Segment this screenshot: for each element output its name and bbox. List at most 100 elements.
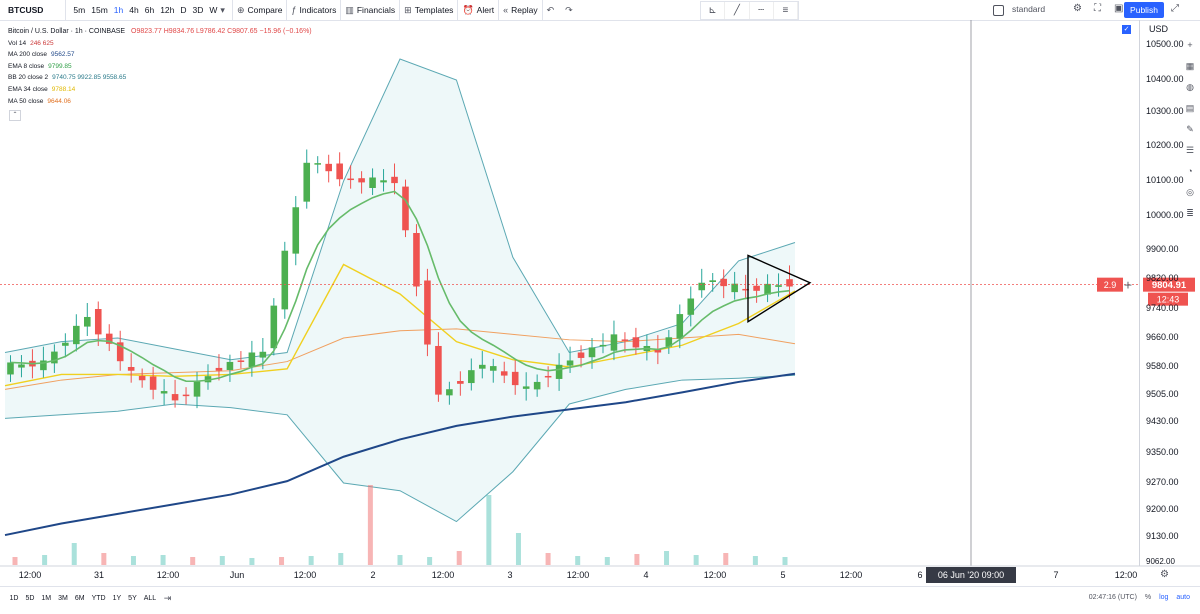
gear-icon[interactable]: ⚙	[1073, 3, 1082, 14]
range-6m[interactable]: 6M	[74, 594, 85, 602]
templates-button[interactable]: ⊞ Templates	[400, 0, 459, 20]
timeframe-6h[interactable]: 6h	[144, 5, 155, 15]
range-1y[interactable]: 1Y	[112, 594, 122, 602]
redo-icon: ↷	[565, 4, 573, 15]
range-ytd[interactable]: YTD	[91, 594, 106, 602]
timeframe-d[interactable]: D	[180, 5, 187, 15]
auto-toggle[interactable]: auto	[1176, 594, 1190, 601]
top-toolbar: BTCUSD 5m 15m 1h 4h 6h 12h D 3D W ▾ ⊕ Com…	[0, 0, 1200, 21]
currency-label[interactable]: USD	[1149, 24, 1169, 34]
calendar-icon[interactable]: ▦	[1185, 61, 1195, 71]
candle	[62, 342, 69, 346]
timeframe-4h[interactable]: 4h	[129, 5, 139, 15]
settings-lines-icon[interactable]: ≡	[774, 2, 798, 19]
horizontal-line-icon[interactable]: ┄	[750, 2, 774, 19]
candle	[632, 337, 640, 348]
price-tick-label: 9580.00	[1146, 361, 1179, 371]
replay-icon: «	[503, 5, 509, 15]
ideas-icon[interactable]: ✎	[1186, 124, 1194, 134]
countdown-text: 12:43	[1157, 295, 1180, 305]
volume-bar	[723, 553, 729, 565]
candle	[116, 342, 124, 362]
range-3m[interactable]: 3M	[58, 594, 68, 602]
bollinger-band-fill	[5, 59, 795, 522]
candle	[435, 345, 442, 395]
layout-name[interactable]: standard	[1012, 4, 1046, 14]
volume-bar	[486, 495, 492, 565]
chat-icon[interactable]: ◍	[1186, 82, 1194, 92]
volume-bar	[71, 543, 77, 565]
timeframe-12h[interactable]: 12h	[160, 5, 175, 15]
bell-icon[interactable]: ◔	[1187, 166, 1193, 176]
camera-icon[interactable]: ▣	[1114, 3, 1124, 14]
candle	[786, 279, 793, 287]
fib-tool-icon[interactable]: ⊾	[701, 2, 726, 19]
price-tick-label: 9660.00	[1146, 332, 1179, 342]
candle	[7, 362, 14, 375]
candle	[413, 233, 420, 287]
clock-display[interactable]: 02:47:16 (UTC)	[1088, 594, 1137, 601]
calendar-icon[interactable]: ▤	[1185, 103, 1195, 113]
timeframe-3d[interactable]: 3D	[192, 5, 204, 15]
time-tick-label: 2	[370, 570, 376, 580]
timeframe-5m[interactable]: 5m	[73, 5, 86, 15]
list-icon[interactable]: ☰	[1185, 145, 1195, 155]
volume-bar	[427, 557, 433, 565]
price-axis[interactable]	[1139, 20, 1200, 566]
range-5y[interactable]: 5Y	[128, 594, 137, 602]
checkbox-icon[interactable]	[993, 5, 1004, 16]
checkbox-checked-icon[interactable]: ✓	[1122, 25, 1131, 34]
price-tick-label: 10400.00	[1146, 74, 1184, 84]
range-1m[interactable]: 1M	[41, 594, 52, 602]
goto-date-icon[interactable]: ⇥	[163, 592, 172, 603]
timeframe-1h[interactable]: 1h	[113, 5, 124, 15]
candle	[577, 352, 585, 358]
chevron-down-icon[interactable]: ▾	[220, 4, 225, 15]
crosshair-plus-icon: +	[1123, 279, 1132, 292]
triangle-pattern	[747, 254, 812, 323]
publish-button[interactable]: Publish	[1124, 2, 1164, 18]
price-tick-label: 9200.00	[1146, 504, 1179, 514]
time-tick-label: 12:00	[839, 570, 863, 580]
candle	[588, 347, 596, 358]
current-price-text: 9804.91	[1152, 280, 1187, 291]
candle	[698, 282, 706, 291]
log-toggle[interactable]: log	[1159, 594, 1169, 601]
fullscreen-icon[interactable]: ⛶	[1094, 3, 1101, 14]
trend-line-icon[interactable]: ╱	[725, 2, 750, 19]
time-tick-label: 12:00	[293, 570, 317, 580]
legend-item-volume: Vol 14 246 625	[8, 39, 54, 47]
time-tick-label: 12:00	[18, 570, 42, 580]
legend-item-ema34: EMA 34 close 9788.14	[8, 85, 76, 93]
range-5d[interactable]: 5D	[25, 594, 35, 602]
timeframe-15m[interactable]: 15m	[91, 5, 108, 15]
alert-button[interactable]: ⏰ Alert	[458, 0, 500, 20]
undo-button[interactable]: ↶	[543, 0, 562, 20]
compare-button[interactable]: ⊕ Compare	[233, 0, 288, 20]
menu-icon[interactable]: ≣	[1186, 208, 1194, 218]
time-tick-label: 12:00	[1114, 570, 1138, 580]
legend-collapse-icon[interactable]: ⌃	[9, 110, 21, 121]
redo-button[interactable]: ↷	[561, 0, 580, 20]
symbol-search[interactable]: BTCUSD	[0, 0, 67, 20]
timeframe-w[interactable]: W	[209, 5, 218, 15]
percent-toggle[interactable]: %	[1144, 594, 1152, 601]
expand-icon[interactable]: ⤢	[1171, 3, 1179, 14]
candle	[281, 250, 289, 310]
candle	[621, 339, 629, 341]
candle	[73, 325, 80, 345]
candle	[479, 364, 486, 369]
range-all[interactable]: ALL	[143, 594, 157, 602]
indicators-button[interactable]: ƒ Indicators	[287, 0, 342, 20]
gear-icon[interactable]: ⚙	[1160, 569, 1169, 580]
plus-icon[interactable]: +	[1187, 40, 1193, 50]
financials-button[interactable]: ▥ Financials	[341, 0, 401, 20]
candle	[446, 389, 453, 396]
volume-bar	[338, 553, 344, 565]
help-icon[interactable]: ◎	[1186, 187, 1194, 197]
volume-bar	[249, 558, 255, 565]
replay-button[interactable]: «Replay	[499, 0, 543, 20]
price-tick-label: 9820.00	[1146, 273, 1179, 283]
range-1d[interactable]: 1D	[9, 594, 19, 602]
